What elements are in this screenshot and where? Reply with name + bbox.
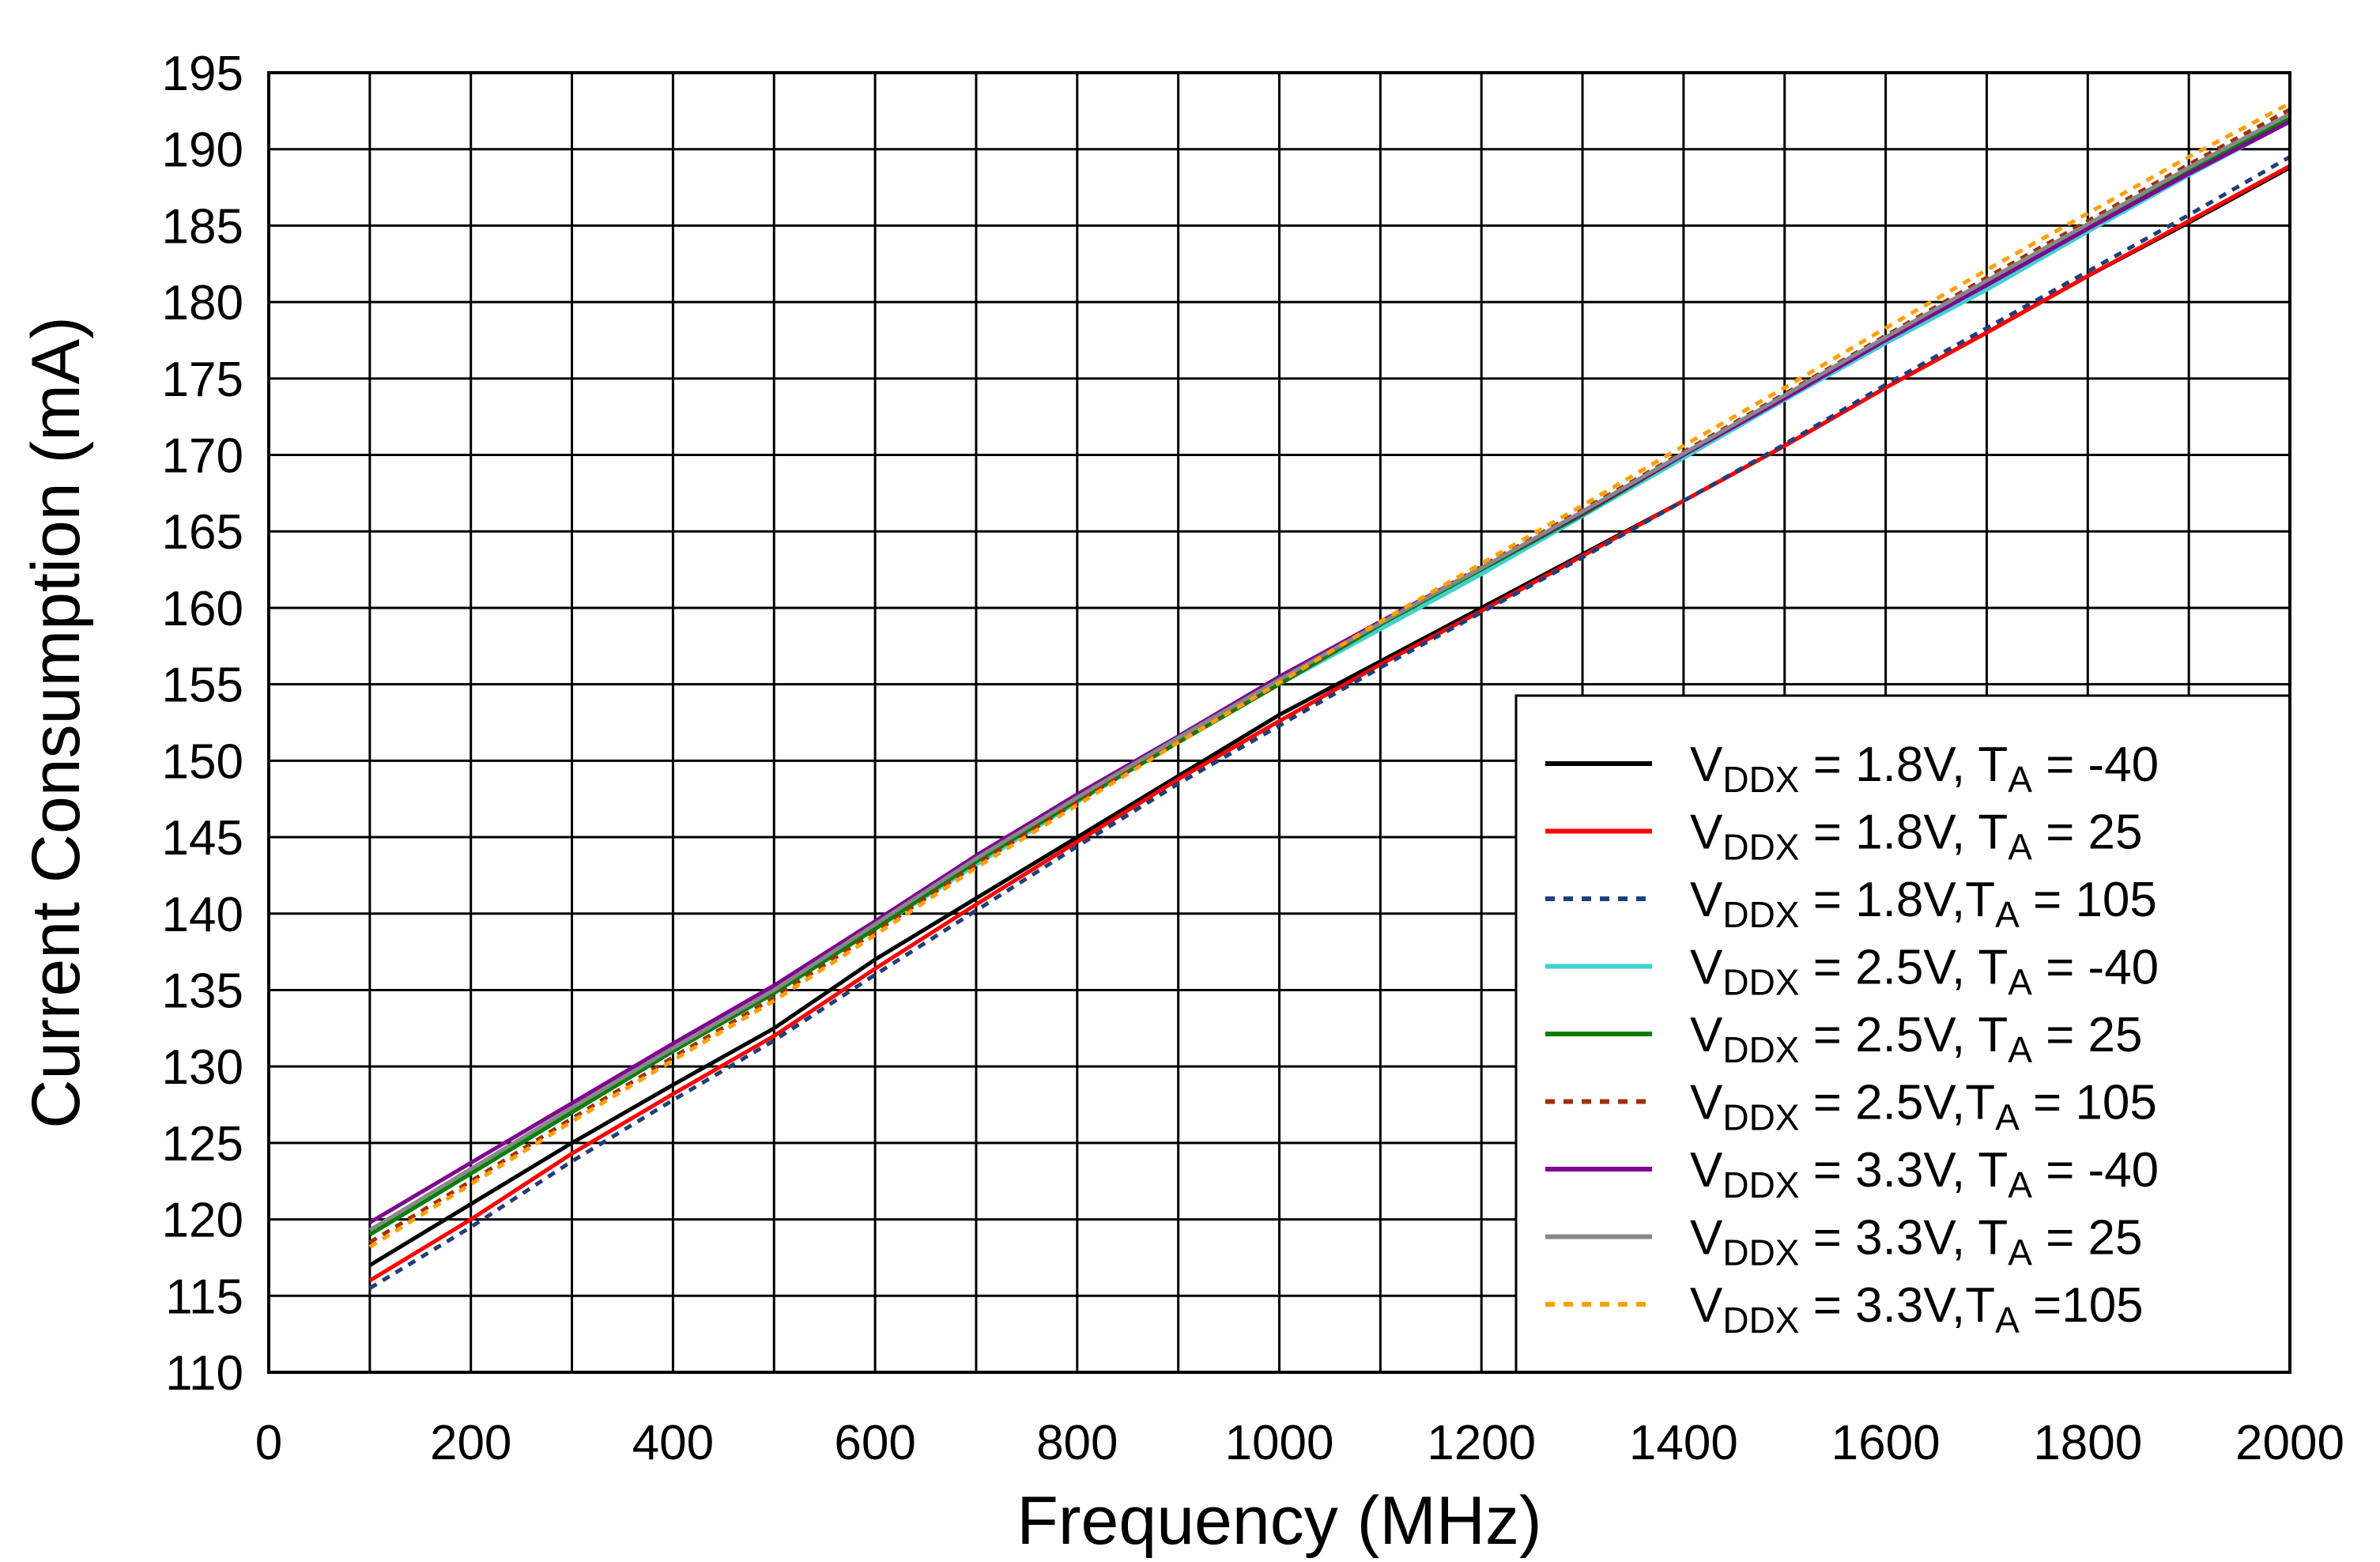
y-tick-label: 150 xyxy=(162,734,243,789)
x-tick-label: 2000 xyxy=(2235,1416,2344,1470)
legend-entry-7: VDDX = 3.3V, TA = -40 xyxy=(1545,1143,2159,1205)
y-tick-label: 110 xyxy=(165,1346,243,1401)
y-tick-label: 130 xyxy=(162,1040,243,1095)
x-tick-label: 1000 xyxy=(1225,1416,1334,1470)
plot-border xyxy=(267,71,2291,1374)
y-tick-label: 125 xyxy=(162,1117,243,1172)
legend-label: VDDX = 3.3V, TA = -40 xyxy=(1690,1143,2159,1205)
legend-label: VDDX = 2.5V,TA = 105 xyxy=(1690,1076,2157,1138)
x-tick-label: 1800 xyxy=(2033,1416,2142,1470)
x-axis-label: Frequency (MHz) xyxy=(1016,1483,1541,1559)
legend-entry-3: VDDX = 1.8V,TA = 105 xyxy=(1545,873,2157,935)
y-tick-label: 115 xyxy=(165,1270,243,1324)
legend-label: VDDX = 1.8V, TA = 25 xyxy=(1690,806,2143,868)
y-tick-label: 170 xyxy=(162,429,243,484)
tick-labels: 0 200 400 600 800 1000 1200 1400 1600 1800 2000 110… xyxy=(162,47,2344,1470)
series-line-3 xyxy=(368,155,2291,1290)
y-axis-label: Current Consumption (mA) xyxy=(18,316,94,1129)
y-tick-label: 175 xyxy=(162,353,243,407)
x-tick-label: 600 xyxy=(834,1416,915,1470)
y-tick-label: 160 xyxy=(162,582,243,636)
x-tick-label: 1600 xyxy=(1831,1416,1941,1470)
legend-label: VDDX = 1.8V, TA = -40 xyxy=(1690,738,2159,800)
legend-label: VDDX = 2.5V, TA = -40 xyxy=(1690,941,2159,1003)
y-tick-label: 165 xyxy=(162,505,243,560)
x-tick-label: 800 xyxy=(1036,1416,1118,1470)
series-line-2 xyxy=(368,164,2291,1283)
y-tick-label: 145 xyxy=(162,811,243,866)
y-tick-label: 140 xyxy=(162,888,243,942)
y-tick-label: 185 xyxy=(162,199,243,254)
legend-entry-6: VDDX = 2.5V,TA = 105 xyxy=(1545,1076,2157,1138)
legend-entry-9: VDDX = 3.3V,TA =105 xyxy=(1545,1278,2144,1341)
x-tick-label: 1200 xyxy=(1427,1416,1536,1470)
series-line-9 xyxy=(368,101,2291,1249)
x-tick-label: 1400 xyxy=(1629,1416,1738,1470)
series-line-7 xyxy=(368,119,2291,1224)
y-tick-label: 190 xyxy=(162,123,243,178)
legend-label: VDDX = 1.8V,TA = 105 xyxy=(1690,873,2157,935)
series-lines xyxy=(368,101,2291,1290)
y-tick-label: 195 xyxy=(162,47,243,101)
legend-entry-4: VDDX = 2.5V, TA = -40 xyxy=(1545,941,2159,1003)
x-tick-label: 400 xyxy=(632,1416,714,1470)
x-tick-label: 200 xyxy=(430,1416,511,1470)
y-tick-label: 155 xyxy=(162,658,243,713)
legend-label: VDDX = 2.5V, TA = 25 xyxy=(1690,1008,2143,1070)
y-tick-label: 180 xyxy=(162,276,243,330)
legend-label: VDDX = 3.3V,TA =105 xyxy=(1690,1278,2144,1341)
y-tick-label: 135 xyxy=(162,964,243,1018)
legend-entry-1: VDDX = 1.8V, TA = -40 xyxy=(1545,738,2159,800)
y-tick-label: 120 xyxy=(162,1194,243,1248)
legend-entry-5: VDDX = 2.5V, TA = 25 xyxy=(1545,1008,2143,1070)
legend-label: VDDX = 3.3V, TA = 25 xyxy=(1690,1211,2143,1273)
x-tick-label: 0 xyxy=(255,1416,282,1470)
legend-entry-2: VDDX = 1.8V, TA = 25 xyxy=(1545,806,2143,868)
legend-entry-8: VDDX = 3.3V, TA = 25 xyxy=(1545,1211,2143,1273)
